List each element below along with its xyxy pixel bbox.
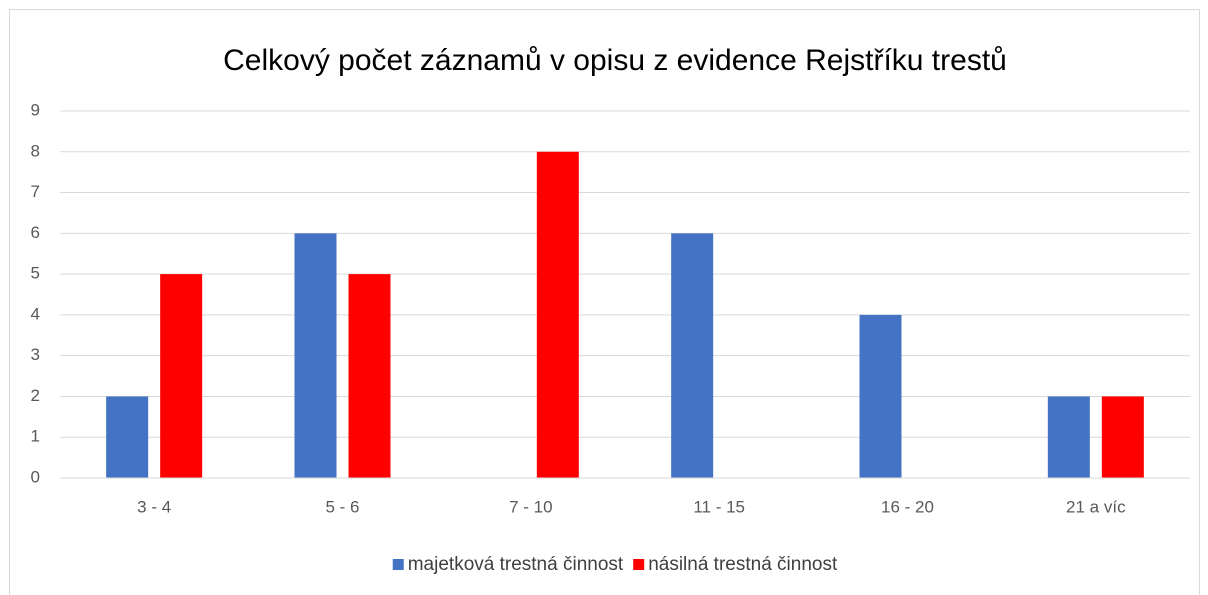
y-tick-label: 8 <box>31 141 40 160</box>
y-tick-label: 1 <box>31 427 40 446</box>
y-tick-label: 3 <box>31 345 40 364</box>
bar <box>536 151 579 478</box>
x-tick-label: 3 - 4 <box>137 497 171 516</box>
bar <box>1101 396 1144 478</box>
x-tick-label: 11 - 15 <box>693 497 745 516</box>
bar <box>294 233 337 478</box>
y-tick-label: 2 <box>31 386 40 405</box>
chart-border <box>9 9 1200 595</box>
x-tick-label: 5 - 6 <box>325 497 359 516</box>
y-tick-label: 7 <box>31 182 40 201</box>
y-tick-label: 9 <box>31 100 40 119</box>
bar <box>859 314 902 478</box>
bar <box>1047 396 1090 478</box>
y-tick-label: 0 <box>31 467 40 486</box>
bar <box>348 274 391 478</box>
bar <box>106 396 149 478</box>
x-tick-label: 7 - 10 <box>509 497 552 516</box>
legend-swatch <box>392 559 404 570</box>
y-tick-label: 4 <box>31 304 40 323</box>
x-tick-label: 16 - 20 <box>881 497 934 516</box>
x-tick-label: 21 a víc <box>1066 497 1126 516</box>
bar <box>160 274 203 478</box>
bar <box>671 233 714 478</box>
chart-title: Celkový počet záznamů v opisu z evidence… <box>223 44 1007 77</box>
legend-label: násilná trestná činnost <box>648 554 838 575</box>
y-tick-label: 6 <box>31 223 40 242</box>
legend-label: majetková trestná činnost <box>408 554 624 575</box>
legend-swatch <box>633 559 645 570</box>
y-tick-label: 5 <box>31 264 40 283</box>
